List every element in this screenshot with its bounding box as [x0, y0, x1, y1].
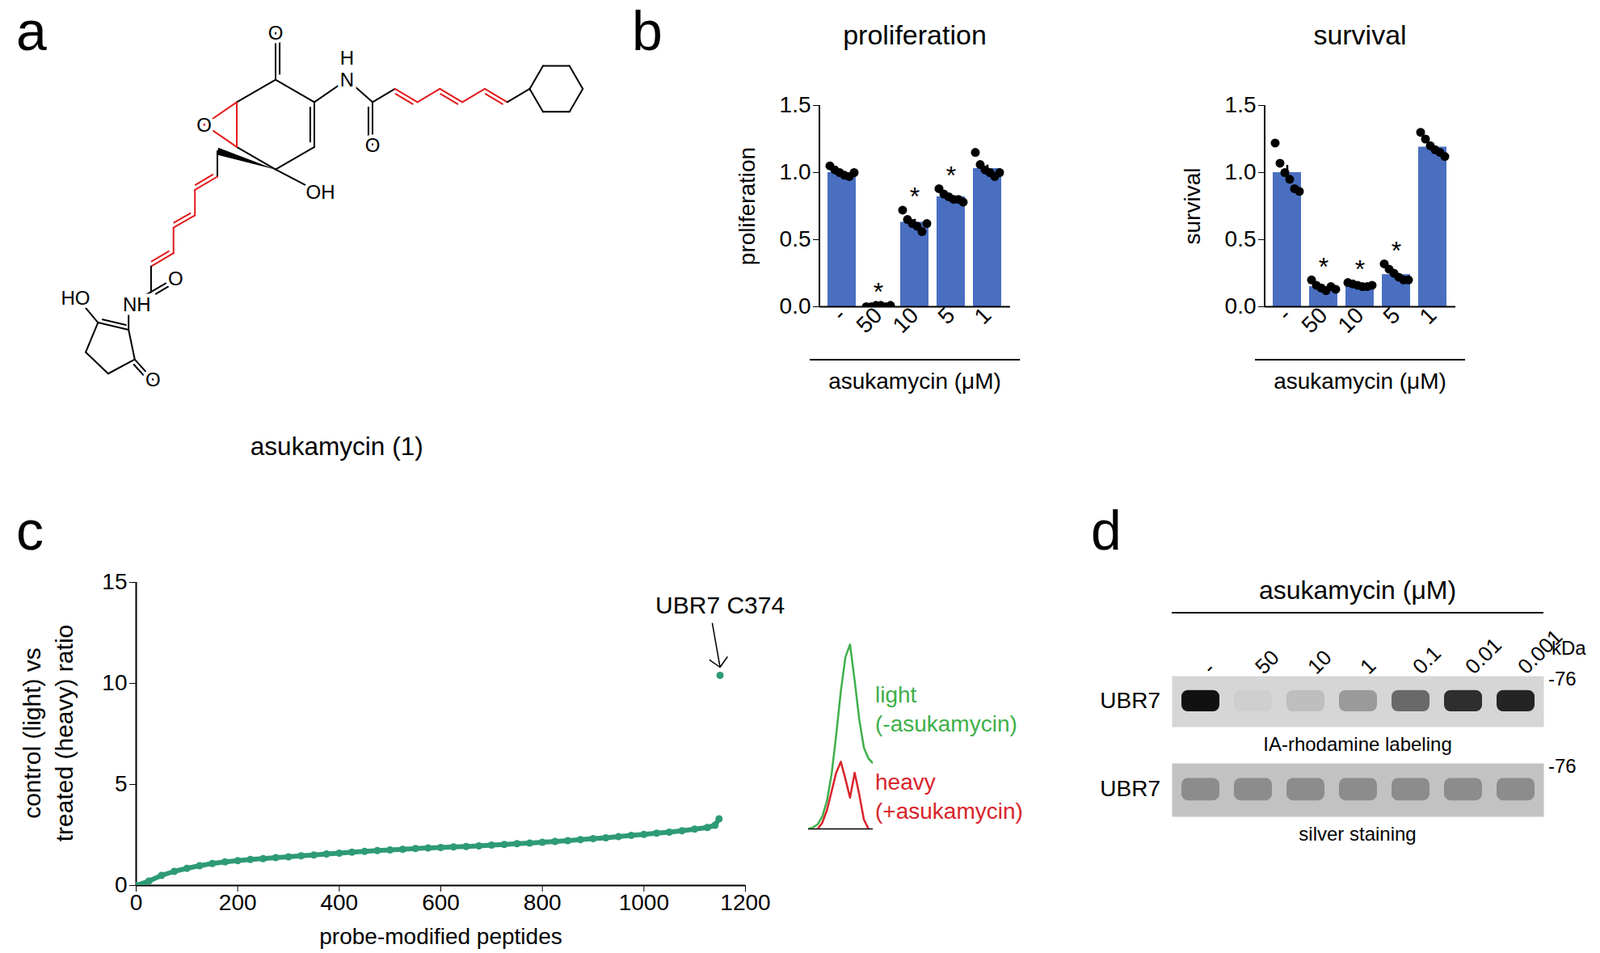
svg-text:*: * — [1355, 254, 1365, 284]
svg-text:*: * — [1318, 252, 1329, 282]
svg-text:*: * — [946, 160, 956, 190]
svg-text:5: 5 — [114, 770, 128, 796]
svg-text:-: - — [1197, 656, 1220, 678]
svg-text:O: O — [268, 21, 284, 44]
svg-text:1200: 1200 — [720, 889, 771, 915]
svg-text:0: 0 — [114, 871, 128, 897]
svg-text:HO: HO — [60, 286, 90, 309]
svg-text:0.5: 0.5 — [779, 226, 812, 252]
svg-text:1.0: 1.0 — [779, 159, 812, 185]
svg-text:0: 0 — [130, 889, 144, 915]
svg-text:200: 200 — [218, 889, 257, 915]
svg-text:*: * — [873, 277, 884, 307]
svg-text:O: O — [365, 134, 381, 156]
svg-text:0.0: 0.0 — [779, 293, 812, 319]
svg-text:15: 15 — [101, 568, 127, 594]
svg-text:*: * — [1391, 235, 1402, 266]
svg-text:0.5: 0.5 — [1225, 226, 1257, 252]
svg-text:H: H — [340, 46, 354, 69]
svg-text:NH: NH — [122, 293, 152, 316]
svg-text:50: 50 — [1296, 302, 1333, 338]
svg-text:0.0: 0.0 — [1225, 293, 1257, 319]
svg-text:1.5: 1.5 — [1225, 92, 1257, 118]
svg-text:control (light) vstreated (hea: control (light) vstreated (heavy) ratio — [18, 624, 78, 842]
svg-text:0.01: 0.01 — [1460, 632, 1507, 679]
svg-text:UBR7 C374: UBR7 C374 — [655, 591, 785, 619]
svg-text:*: * — [909, 181, 920, 211]
svg-text:10: 10 — [1333, 302, 1369, 338]
svg-text:survival: survival — [1179, 168, 1205, 245]
svg-text:asukamycin (1): asukamycin (1) — [250, 431, 424, 461]
svg-text:800: 800 — [523, 889, 562, 915]
svg-text:O: O — [196, 113, 212, 136]
svg-text:0.1: 0.1 — [1407, 640, 1446, 679]
svg-text:1: 1 — [1355, 652, 1381, 678]
svg-text:1000: 1000 — [618, 889, 670, 915]
svg-text:10: 10 — [1302, 644, 1337, 679]
svg-text:10: 10 — [101, 669, 127, 695]
svg-text:600: 600 — [421, 889, 460, 915]
svg-text:O: O — [145, 368, 161, 391]
svg-text:proliferation: proliferation — [734, 147, 760, 266]
svg-text:OH: OH — [306, 181, 336, 203]
svg-text:O: O — [168, 267, 184, 290]
svg-text:400: 400 — [320, 889, 358, 915]
svg-text:50: 50 — [1250, 644, 1285, 679]
svg-text:1.0: 1.0 — [1225, 159, 1257, 185]
svg-text:50: 50 — [851, 302, 888, 338]
svg-text:N: N — [340, 68, 354, 91]
svg-text:1.5: 1.5 — [779, 92, 812, 118]
svg-text:10: 10 — [888, 302, 924, 338]
svg-text:probe-modified peptides: probe-modified peptides — [319, 923, 562, 949]
